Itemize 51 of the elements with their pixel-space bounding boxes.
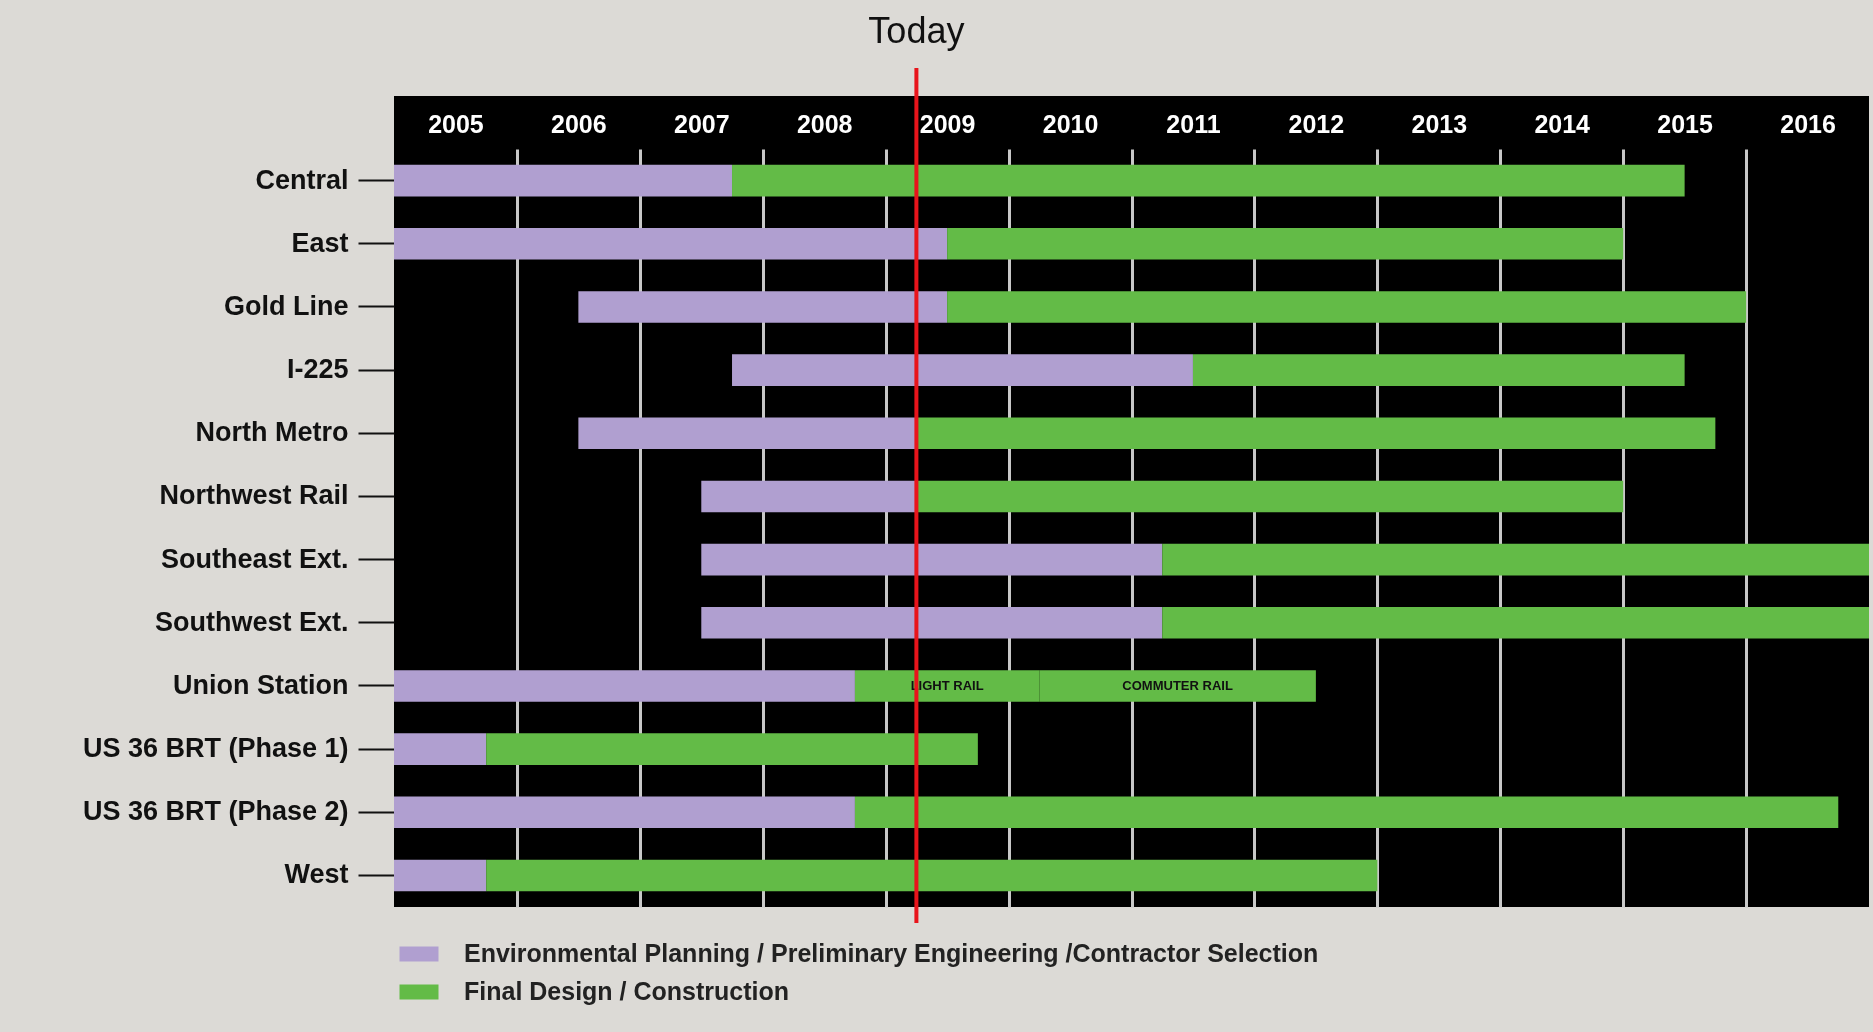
bar: [394, 796, 855, 829]
bar: [732, 354, 1193, 386]
y-tick-label: North Metro: [195, 417, 349, 448]
y-tick-label: Gold Line: [224, 290, 349, 321]
data-label: COMMUTER RAIL: [1122, 677, 1233, 693]
bar: [732, 164, 1685, 197]
y-tick-label: Central: [255, 164, 349, 195]
bar: [486, 733, 978, 765]
bar: [1162, 543, 1869, 576]
bar: [947, 227, 1624, 260]
x-tick-label: 2008: [796, 109, 853, 138]
y-tick-label: US 36 BRT (Phase 2): [82, 796, 349, 827]
bar: [394, 859, 487, 892]
bar: [578, 417, 917, 450]
x-tick-label: 2013: [1411, 109, 1468, 138]
y-tick-label: Southwest Ext.: [154, 606, 349, 637]
ref-line-label: Today: [868, 10, 965, 51]
x-tick-label: 2007: [673, 109, 730, 138]
bar: [701, 480, 917, 513]
bar: [947, 291, 1747, 323]
bar: [394, 670, 855, 702]
x-tick-label: 2010: [1042, 109, 1099, 138]
y-tick-label: Southeast Ext.: [160, 543, 349, 574]
bar: [1192, 354, 1685, 386]
x-tick-label: 2014: [1534, 109, 1591, 138]
bar: [916, 417, 1716, 450]
bar: [486, 859, 1378, 892]
y-tick-label: US 36 BRT (Phase 1): [82, 733, 349, 764]
bar: [578, 291, 948, 323]
x-tick-label: 2006: [551, 109, 607, 138]
bar: [854, 796, 1839, 829]
y-tick-label: East: [291, 227, 349, 258]
x-tick-label: 2015: [1657, 109, 1714, 138]
bar: [701, 543, 1163, 576]
x-tick-label: 2005: [428, 109, 484, 138]
x-tick-label: 2011: [1166, 109, 1221, 138]
legend-label: Environmental Planning / Preliminary Engineering /Contractor Selection: [464, 939, 1319, 967]
x-tick-label: 2012: [1288, 109, 1345, 138]
x-tick-label: 2016: [1780, 109, 1836, 138]
bar: [394, 733, 487, 765]
y-tick-label: Union Station: [173, 669, 349, 700]
x-tick-label: 2009: [919, 109, 976, 138]
bar: [394, 227, 948, 260]
bar: [1162, 606, 1869, 639]
y-tick-label: Northwest Rail: [159, 480, 349, 511]
bar: [916, 480, 1624, 513]
bar: [394, 164, 733, 197]
legend-label: Final Design / Construction: [464, 977, 790, 1005]
y-tick-label: I-225: [286, 354, 349, 385]
y-tick-label: West: [284, 859, 349, 890]
bar: [701, 606, 1163, 639]
